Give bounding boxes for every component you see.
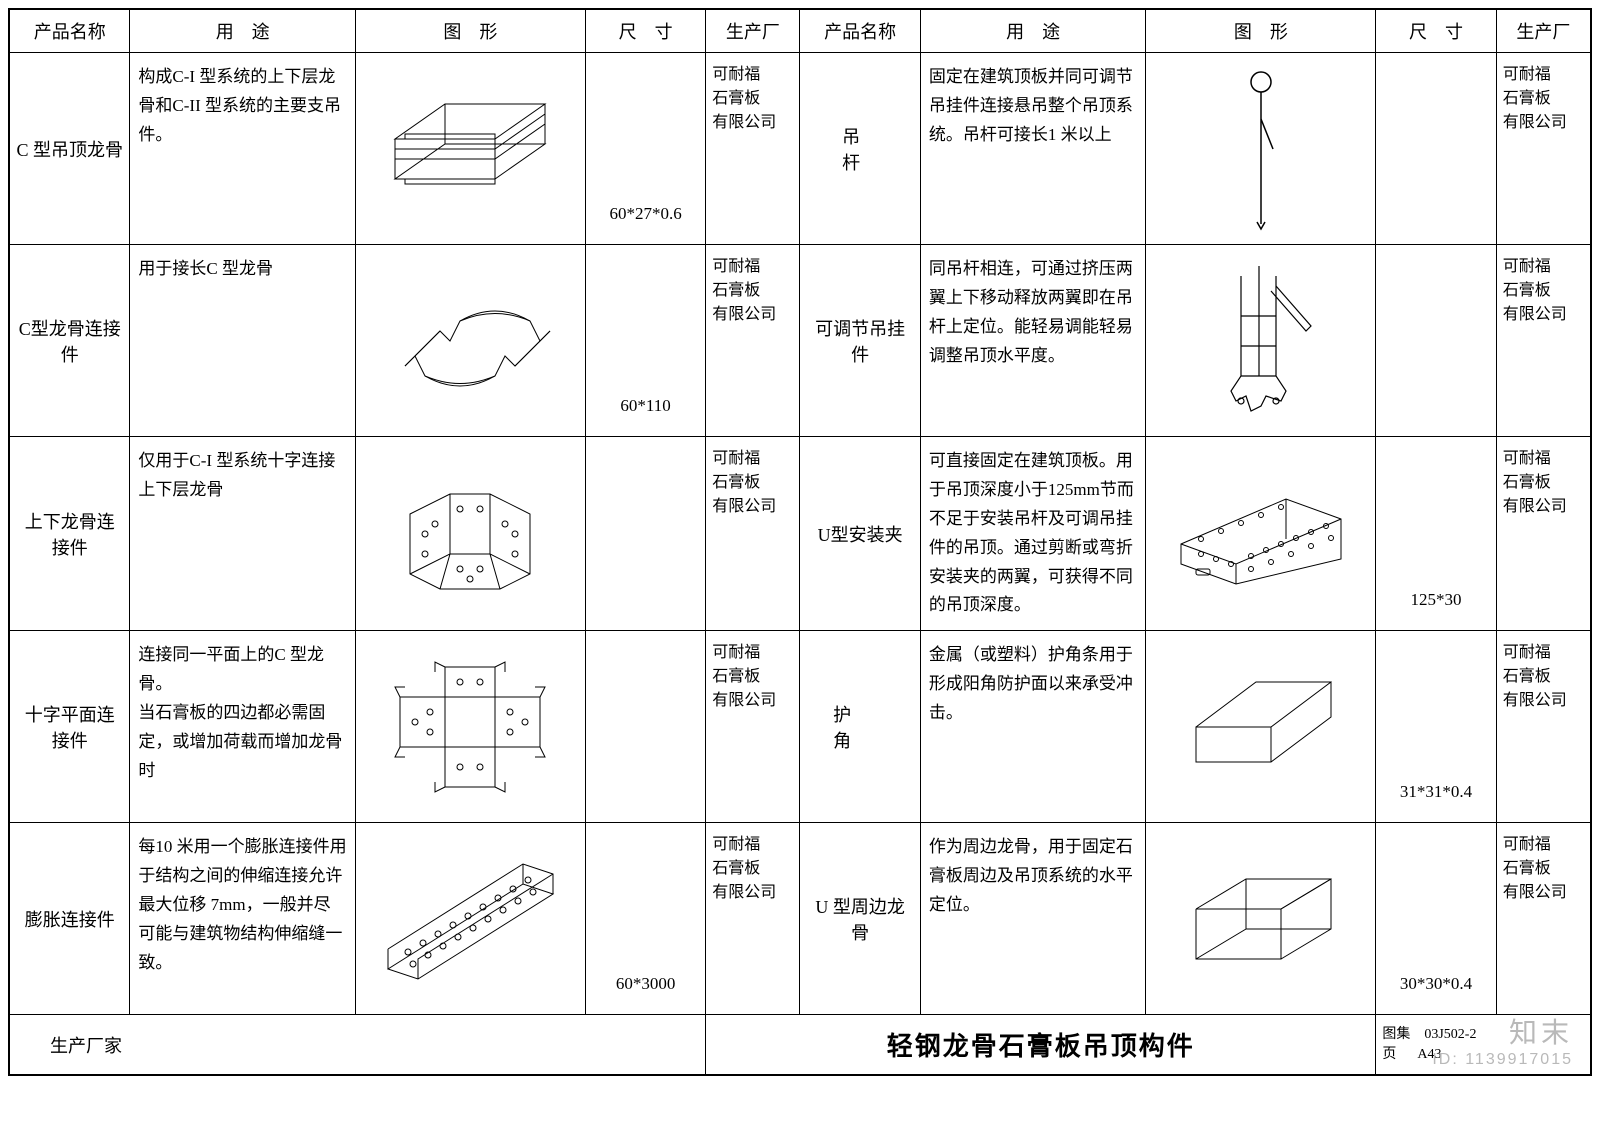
product-size bbox=[1376, 53, 1496, 245]
hdr-use-r: 用 途 bbox=[920, 10, 1146, 53]
table-row: C 型吊顶龙骨 构成C-I 型系统的上下层龙骨和C-II 型系统的主要支吊件。 … bbox=[10, 53, 1591, 245]
product-size: 125*30 bbox=[1376, 437, 1496, 631]
hdr-shape-l: 图 形 bbox=[355, 10, 585, 53]
table-row: 膨胀连接件 每10 米用一个膨胀连接件用于结构之间的伸缩连接允许最大位移 7mm… bbox=[10, 823, 1591, 1015]
product-shape bbox=[355, 53, 585, 245]
product-use: 用于接长C 型龙骨 bbox=[130, 245, 356, 437]
product-name: 吊 杆 bbox=[800, 53, 920, 245]
hdr-name-r: 产品名称 bbox=[800, 10, 920, 53]
product-mfr: 可耐福石膏板有限公司 bbox=[1496, 53, 1590, 245]
product-use: 每10 米用一个膨胀连接件用于结构之间的伸缩连接允许最大位移 7mm，一般并尽可… bbox=[130, 823, 356, 1015]
header-row: 产品名称 用 途 图 形 尺 寸 生产厂 产品名称 用 途 图 形 尺 寸 生产… bbox=[10, 10, 1591, 53]
product-shape bbox=[1146, 437, 1376, 631]
product-mfr: 可耐福石膏板有限公司 bbox=[1496, 245, 1590, 437]
footer-manufacturer-label: 生产厂家 bbox=[10, 1015, 706, 1075]
product-mfr: 可耐福石膏板有限公司 bbox=[706, 631, 800, 823]
product-size bbox=[585, 631, 705, 823]
cross-connector-icon bbox=[380, 464, 560, 604]
c-connector-icon bbox=[380, 281, 560, 401]
product-shape bbox=[1146, 631, 1376, 823]
product-name: C 型吊顶龙骨 bbox=[10, 53, 130, 245]
product-shape bbox=[355, 631, 585, 823]
adjustable-hanger-icon bbox=[1191, 256, 1331, 426]
product-shape bbox=[1146, 245, 1376, 437]
product-shape bbox=[355, 437, 585, 631]
product-use: 仅用于C-I 型系统十字连接上下层龙骨 bbox=[130, 437, 356, 631]
hdr-size-r: 尺 寸 bbox=[1376, 10, 1496, 53]
drawing-title: 轻钢龙骨石膏板吊顶构件 bbox=[706, 1015, 1376, 1075]
hdr-use-l: 用 途 bbox=[130, 10, 356, 53]
meta-val-2: A43 bbox=[1417, 1047, 1441, 1062]
table-row: C型龙骨连接件 用于接长C 型龙骨 60*110 可耐福石膏板有限公司 可调节吊… bbox=[10, 245, 1591, 437]
product-shape bbox=[1146, 823, 1376, 1015]
product-size bbox=[585, 437, 705, 631]
product-name: 上下龙骨连接件 bbox=[10, 437, 130, 631]
product-use: 连接同一平面上的C 型龙骨。当石膏板的四边都必需固定，或增加荷载而增加龙骨时 bbox=[130, 631, 356, 823]
drawing-meta: 图集 03J502-2 页 A43 bbox=[1376, 1015, 1591, 1075]
table-row: 十字平面连接件 连接同一平面上的C 型龙骨。当石膏板的四边都必需固定，或增加荷载… bbox=[10, 631, 1591, 823]
product-shape bbox=[1146, 53, 1376, 245]
expansion-connector-icon bbox=[373, 844, 568, 994]
product-name: 膨胀连接件 bbox=[10, 823, 130, 1015]
hdr-mfr-r: 生产厂 bbox=[1496, 10, 1590, 53]
hanger-rod-icon bbox=[1221, 64, 1301, 234]
product-shape bbox=[355, 823, 585, 1015]
product-use: 同吊杆相连，可通过挤压两翼上下移动释放两翼即在吊杆上定位。能轻易调能轻易调整吊顶… bbox=[920, 245, 1146, 437]
product-use: 作为周边龙骨，用于固定石膏板周边及吊顶系统的水平定位。 bbox=[920, 823, 1146, 1015]
product-name: C型龙骨连接件 bbox=[10, 245, 130, 437]
product-shape bbox=[355, 245, 585, 437]
product-name: U 型周边龙骨 bbox=[800, 823, 920, 1015]
hdr-size-l: 尺 寸 bbox=[585, 10, 705, 53]
product-mfr: 可耐福石膏板有限公司 bbox=[1496, 823, 1590, 1015]
meta-label-2: 页 bbox=[1382, 1047, 1396, 1062]
u-perimeter-channel-icon bbox=[1171, 859, 1351, 979]
product-size bbox=[1376, 245, 1496, 437]
components-table: 产品名称 用 途 图 形 尺 寸 生产厂 产品名称 用 途 图 形 尺 寸 生产… bbox=[9, 9, 1591, 1075]
table-row: 上下龙骨连接件 仅用于C-I 型系统十字连接上下层龙骨 可耐福石膏板有限公司 U… bbox=[10, 437, 1591, 631]
product-mfr: 可耐福石膏板有限公司 bbox=[706, 823, 800, 1015]
meta-label-1: 图集 bbox=[1382, 1027, 1410, 1042]
product-use: 固定在建筑顶板并同可调节吊挂件连接悬吊整个吊顶系统。吊杆可接长1 米以上 bbox=[920, 53, 1146, 245]
product-size: 60*110 bbox=[585, 245, 705, 437]
product-mfr: 可耐福石膏板有限公司 bbox=[706, 437, 800, 631]
drawing-sheet: 产品名称 用 途 图 形 尺 寸 生产厂 产品名称 用 途 图 形 尺 寸 生产… bbox=[8, 8, 1592, 1076]
meta-val-1: 03J502-2 bbox=[1424, 1027, 1476, 1042]
product-size: 60*3000 bbox=[585, 823, 705, 1015]
hdr-name-l: 产品名称 bbox=[10, 10, 130, 53]
product-name: 可调节吊挂件 bbox=[800, 245, 920, 437]
u-clip-icon bbox=[1166, 474, 1356, 594]
cross-flat-connector-icon bbox=[375, 652, 565, 802]
product-use: 金属（或塑料）护角条用于形成阳角防护面以来承受冲击。 bbox=[920, 631, 1146, 823]
product-mfr: 可耐福石膏板有限公司 bbox=[706, 53, 800, 245]
product-mfr: 可耐福石膏板有限公司 bbox=[1496, 437, 1590, 631]
hdr-mfr-l: 生产厂 bbox=[706, 10, 800, 53]
product-size: 31*31*0.4 bbox=[1376, 631, 1496, 823]
product-mfr: 可耐福石膏板有限公司 bbox=[1496, 631, 1590, 823]
corner-bead-icon bbox=[1171, 662, 1351, 792]
hdr-shape-r: 图 形 bbox=[1146, 10, 1376, 53]
product-name: 十字平面连接件 bbox=[10, 631, 130, 823]
product-name: 护 角 bbox=[800, 631, 920, 823]
product-use: 构成C-I 型系统的上下层龙骨和C-II 型系统的主要支吊件。 bbox=[130, 53, 356, 245]
product-use: 可直接固定在建筑顶板。用于吊顶深度小于125mm节而不足于安装吊杆及可调吊挂件的… bbox=[920, 437, 1146, 631]
product-mfr: 可耐福石膏板有限公司 bbox=[706, 245, 800, 437]
c-channel-icon bbox=[380, 84, 560, 214]
product-name: U型安装夹 bbox=[800, 437, 920, 631]
footer-row: 生产厂家 轻钢龙骨石膏板吊顶构件 图集 03J502-2 页 A43 bbox=[10, 1015, 1591, 1075]
product-size: 60*27*0.6 bbox=[585, 53, 705, 245]
product-size: 30*30*0.4 bbox=[1376, 823, 1496, 1015]
